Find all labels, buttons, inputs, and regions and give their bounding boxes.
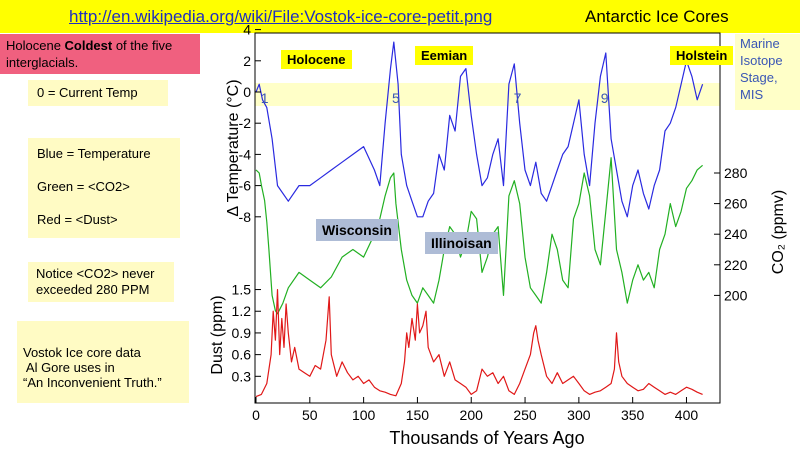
co2-note-box: Notice <CO2> never exceeded 280 PPM [28, 262, 174, 302]
source-link[interactable]: http://en.wikipedia.org/wiki/File:Vostok… [69, 7, 493, 26]
x-tick-label: 150 [406, 407, 430, 423]
eemian-tag: Eemian [415, 46, 474, 65]
zero-note: 0 = Current Temp [37, 85, 138, 100]
holocene-note-bold: Coldest [64, 38, 113, 53]
holocene-tag: Holocene [281, 50, 352, 69]
co2-series [255, 157, 703, 315]
co2-tick-label: 200 [724, 287, 748, 303]
dust-line [255, 289, 703, 398]
legend-red: Red = <Dust> [37, 212, 118, 227]
mis-band [255, 83, 720, 106]
vostok-note-line1: Vostok Ice core data [23, 345, 141, 360]
holstein-tag: Holstein [670, 46, 734, 65]
page-title: Antarctic Ice Cores [585, 7, 729, 26]
dust-axis: 0.3 0.6 0.9 1.2 1.5 [232, 282, 261, 384]
legend-blue: Blue = Temperature [37, 146, 151, 161]
zero-note-box: 0 = Current Temp [28, 80, 168, 106]
dust-tick-label: 0.9 [232, 325, 252, 341]
mis-label: Marine Isotope Stage, MIS [735, 34, 800, 110]
temperature-tick-label: 0 [243, 84, 251, 100]
dust-tick-label: 1.5 [232, 282, 252, 298]
co2-tick-label: 260 [724, 196, 748, 212]
temperature-tick-label: 4 [243, 22, 251, 38]
x-tick-label: 0 [252, 407, 260, 423]
vostok-note-line2: Al Gore uses in [23, 360, 115, 375]
co2-tick-label: 280 [724, 165, 748, 181]
temperature-series [255, 41, 704, 218]
co2-axis-label: CO₂ (ppmv) [770, 190, 787, 274]
dust-tick-label: 0.6 [232, 347, 252, 363]
dust-series [255, 289, 703, 398]
holocene-note-post: of the five interglacials. [6, 38, 173, 70]
co2-note: Notice <CO2> never exceeded 280 PPM [36, 266, 155, 297]
stage-number: 5 [392, 90, 400, 106]
vostok-note-line3: “An Inconvenient Truth.” [23, 375, 162, 390]
vostok-note-box: Vostok Ice core data Al Gore uses in “An… [17, 321, 189, 403]
temperature-axis-label: Δ Temperature (°C) [225, 79, 242, 216]
x-tick-label: 250 [513, 407, 537, 423]
co2-line [255, 157, 703, 315]
x-tick-label: 200 [460, 407, 484, 423]
dust-tick-label: 0.3 [232, 368, 252, 384]
x-tick-label: 100 [352, 407, 376, 423]
dust-axis-label: Dust (ppm) [209, 295, 226, 374]
temperature-tick-label: -8 [239, 209, 252, 225]
dust-tick-label: 1.2 [232, 303, 252, 319]
stage-number: 1 [261, 90, 269, 106]
temperature-line [255, 41, 704, 218]
stage-number: 7 [514, 90, 522, 106]
wisconsin-tag: Wisconsin [316, 219, 398, 241]
temperature-tick-label: -6 [239, 178, 252, 194]
co2-axis: 200 220 240 260 280 [714, 165, 748, 303]
illinoisan-tag: Illinoisan [425, 232, 498, 254]
temperature-tick-label: -2 [239, 115, 252, 131]
holocene-note: Holocene Coldest of the five interglacia… [0, 34, 200, 74]
x-tick-label: 50 [302, 407, 318, 423]
top-banner [0, 0, 800, 33]
stage-number: 9 [601, 90, 609, 106]
legend-green: Green = <CO2> [37, 179, 130, 194]
temperature-tick-label: 2 [243, 53, 251, 69]
x-tick-label: 350 [621, 407, 645, 423]
x-tick-label: 300 [567, 407, 591, 423]
x-axis-label: Thousands of Years Ago [389, 428, 584, 448]
legend-box: Blue = Temperature Green = <CO2> Red = <… [28, 138, 180, 238]
plot-frame [254, 32, 721, 404]
temperature-tick-label: -4 [239, 146, 252, 162]
x-axis: 0 50 100 150 200 250 300 350 400 [252, 397, 698, 423]
co2-tick-label: 220 [724, 257, 748, 273]
temperature-axis: 4 2 0 -2 -4 -6 -8 [239, 22, 261, 225]
x-tick-label: 400 [675, 407, 699, 423]
co2-tick-label: 240 [724, 226, 748, 242]
holocene-note-pre: Holocene [6, 38, 65, 53]
